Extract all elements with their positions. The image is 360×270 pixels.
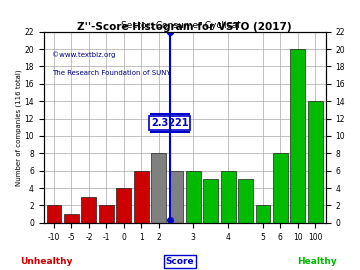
Title: Z''-Score Histogram for VSTO (2017): Z''-Score Histogram for VSTO (2017)	[77, 22, 292, 32]
Text: ©www.textbiz.org: ©www.textbiz.org	[52, 51, 116, 58]
Bar	[256, 205, 270, 223]
Text: 2.3221: 2.3221	[151, 118, 189, 128]
Bar	[273, 153, 288, 223]
Text: Sector: Consumer Cyclical: Sector: Consumer Cyclical	[121, 21, 239, 29]
Bar	[151, 153, 166, 223]
Bar	[134, 171, 149, 223]
Text: Unhealthy: Unhealthy	[21, 257, 73, 266]
Text: The Research Foundation of SUNY: The Research Foundation of SUNY	[52, 70, 171, 76]
Text: Score: Score	[166, 257, 194, 266]
Bar	[238, 179, 253, 223]
Bar	[203, 179, 218, 223]
Bar	[116, 188, 131, 223]
Bar	[64, 214, 79, 223]
Bar	[47, 205, 62, 223]
Text: Healthy: Healthy	[297, 257, 337, 266]
Y-axis label: Number of companies (116 total): Number of companies (116 total)	[15, 69, 22, 185]
Bar	[291, 49, 305, 223]
Bar	[81, 197, 96, 223]
Bar	[221, 171, 235, 223]
Bar	[99, 205, 114, 223]
Bar	[186, 171, 201, 223]
Bar	[168, 171, 183, 223]
Bar	[308, 101, 323, 223]
